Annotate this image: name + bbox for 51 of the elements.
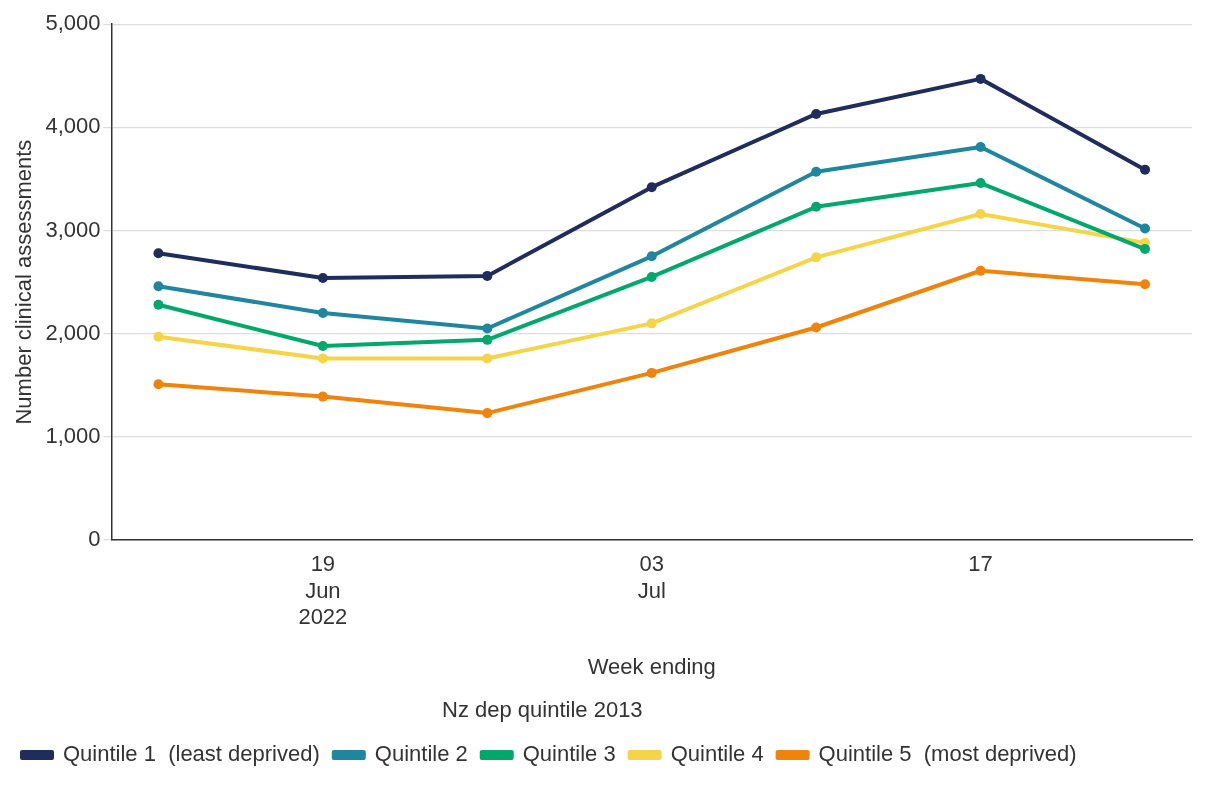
point [646,367,657,378]
legend-label: Quintile 4 [670,741,764,767]
legend-title: Nz dep quintile 2013 [442,696,643,722]
point [482,334,493,345]
point [646,318,657,329]
point [811,252,822,263]
point [975,265,986,276]
legend-label: Quintile 5 (most deprived) [818,741,1077,767]
legend-label: Quintile 3 [522,741,616,767]
y-tick-label: 5,000 [45,10,101,36]
y-tick-label: 0 [88,526,101,552]
y-tick-label: 1,000 [45,422,101,448]
y-tick-label: 2,000 [45,319,101,345]
point [153,281,164,292]
point [482,270,493,281]
point [153,299,164,310]
point [317,308,328,319]
point [646,251,657,262]
point [482,323,493,334]
point [1140,223,1151,234]
x-axis-title: Week ending [587,654,716,680]
point [482,408,493,419]
y-tick-label: 4,000 [45,113,101,139]
point [1140,244,1151,255]
point [646,182,657,193]
point [646,271,657,282]
y-axis-title: Number clinical assessments [11,139,37,425]
point [482,353,493,364]
y-tick-label: 3,000 [45,216,101,242]
x-tick-label: 17 [968,551,993,577]
point [153,248,164,259]
legend-label: Quintile 2 [374,741,468,767]
point [811,322,822,333]
point [811,201,822,212]
point [317,272,328,283]
point [317,353,328,364]
point [317,391,328,402]
point [975,209,986,220]
point [153,331,164,342]
x-tick-label: 19 Jun 2022 [298,551,348,630]
point [811,108,822,119]
legend-label: Quintile 1 (least deprived) [63,741,320,767]
point [1140,164,1151,175]
point [811,166,822,177]
point [975,73,986,84]
point [975,178,986,189]
point [317,341,328,352]
point [153,379,164,390]
x-tick-label: 03 Jul [637,551,666,603]
point [1140,279,1151,290]
point [975,141,986,152]
